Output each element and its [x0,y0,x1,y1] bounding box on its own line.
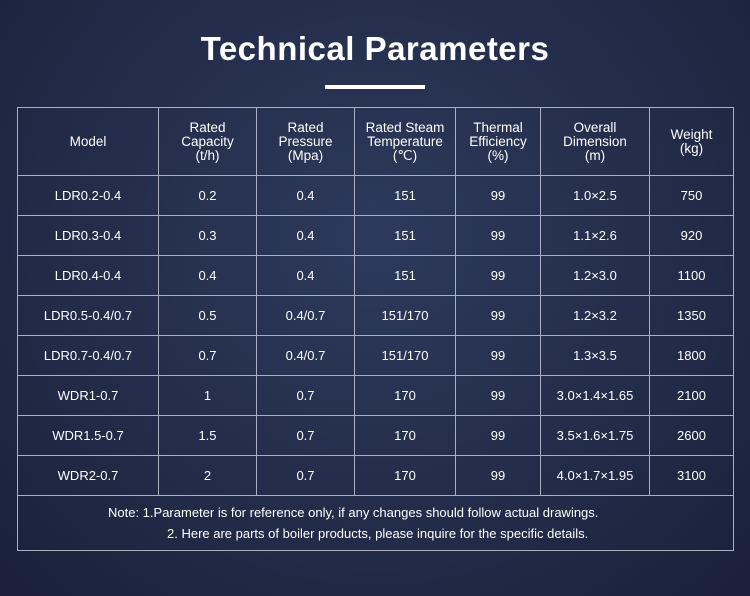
table-cell: 99 [455,375,541,416]
table-row: LDR0.2-0.4 0.2 0.4 151 99 1.0×2.5 750 [17,175,734,216]
table-cell: 151/170 [354,335,456,376]
table-cell: 0.5 [158,295,257,336]
table-cell: 1.1×2.6 [540,215,650,256]
table-cell: WDR2-0.7 [17,455,159,496]
table-cell: 0.7 [158,335,257,376]
table-cell: 99 [455,415,541,456]
table-cell: 0.4 [256,255,355,296]
table-cell: 0.7 [256,375,355,416]
table-cell: 1.0×2.5 [540,175,650,216]
table-row: WDR1.5-0.7 1.5 0.7 170 99 3.5×1.6×1.75 2600 [17,415,734,456]
table-cell: 1.5 [158,415,257,456]
table-cell: 0.7 [256,455,355,496]
title: Technical Parameters [200,30,550,67]
column-header: Rated Capacity (t/h) [158,107,257,176]
table-row: WDR2-0.7 2 0.7 170 99 4.0×1.7×1.95 3100 [17,455,734,496]
table-cell: 3.5×1.6×1.75 [540,415,650,456]
table-cell: 99 [455,335,541,376]
table-cell: LDR0.4-0.4 [17,255,159,296]
table-cell: WDR1-0.7 [17,375,159,416]
table-row: WDR1-0.7 1 0.7 170 99 3.0×1.4×1.65 2100 [17,375,734,416]
table-body: LDR0.2-0.4 0.2 0.4 151 99 1.0×2.5 750 LDR0.3-0.… [17,175,734,551]
table-cell: 99 [455,295,541,336]
table-cell: 1100 [649,255,734,296]
spec-table: Model Rated Capacity (t/h) Rated Pressure … [17,107,734,551]
table-cell: 151 [354,215,456,256]
table-row: LDR0.4-0.4 0.4 0.4 151 99 1.2×3.0 1100 [17,255,734,296]
column-header: Weight (kg) [649,107,734,176]
table-cell: 0.4 [158,255,257,296]
table-cell: 151/170 [354,295,456,336]
table-cell: 1.2×3.0 [540,255,650,296]
table-cell: 3100 [649,455,734,496]
table-cell: LDR0.2-0.4 [17,175,159,216]
column-header: Rated Steam Temperature (℃) [354,107,456,176]
table-cell: 170 [354,415,456,456]
table-cell: 0.3 [158,215,257,256]
table-cell: 0.7 [256,415,355,456]
column-header: Rated Pressure (Mpa) [256,107,355,176]
table-cell: 0.4/0.7 [256,335,355,376]
table-row: LDR0.5-0.4/0.7 0.5 0.4/0.7 151/170 99 1.2×3.2… [17,295,734,336]
table-cell: 99 [455,215,541,256]
table-cell: 1800 [649,335,734,376]
column-header: Thermal Efficiency (%) [455,107,541,176]
table-cell: 0.4/0.7 [256,295,355,336]
table-cell: 920 [649,215,734,256]
table-cell: 99 [455,455,541,496]
table-row: LDR0.7-0.4/0.7 0.7 0.4/0.7 151/170 99 1.3×3.5… [17,335,734,376]
table-cell: 0.4 [256,215,355,256]
table-cell: 2600 [649,415,734,456]
table-cell: 2 [158,455,257,496]
table-cell: WDR1.5-0.7 [17,415,159,456]
table-cell: 151 [354,255,456,296]
table-cell: 1.3×3.5 [540,335,650,376]
table-cell: LDR0.3-0.4 [17,215,159,256]
table-cell: 1 [158,375,257,416]
table-cell: 99 [455,175,541,216]
column-header: Model [17,107,159,176]
table-cell: 1.2×3.2 [540,295,650,336]
table-cell: LDR0.7-0.4/0.7 [17,335,159,376]
note-cell: Note: 1.Parameter is for reference only,… [17,495,734,551]
table-cell: 99 [455,255,541,296]
table-cell: 2100 [649,375,734,416]
table-cell: 750 [649,175,734,216]
table-cell: 170 [354,455,456,496]
table-cell: LDR0.5-0.4/0.7 [17,295,159,336]
header-row: Model Rated Capacity (t/h) Rated Pressure … [17,107,734,176]
note-line: 2. Here are parts of boiler products, pl… [167,526,589,541]
note-line: Note: 1.Parameter is for reference only,… [108,505,599,520]
note-row: Note: 1.Parameter is for reference only,… [17,495,734,551]
title-underline [325,85,425,89]
table-cell: 4.0×1.7×1.95 [540,455,650,496]
table-cell: 0.2 [158,175,257,216]
column-header: Overall Dimension (m) [540,107,650,176]
table-cell: 0.4 [256,175,355,216]
table-cell: 151 [354,175,456,216]
table-cell: 3.0×1.4×1.65 [540,375,650,416]
table-row: LDR0.3-0.4 0.3 0.4 151 99 1.1×2.6 920 [17,215,734,256]
table-cell: 1350 [649,295,734,336]
table-cell: 170 [354,375,456,416]
